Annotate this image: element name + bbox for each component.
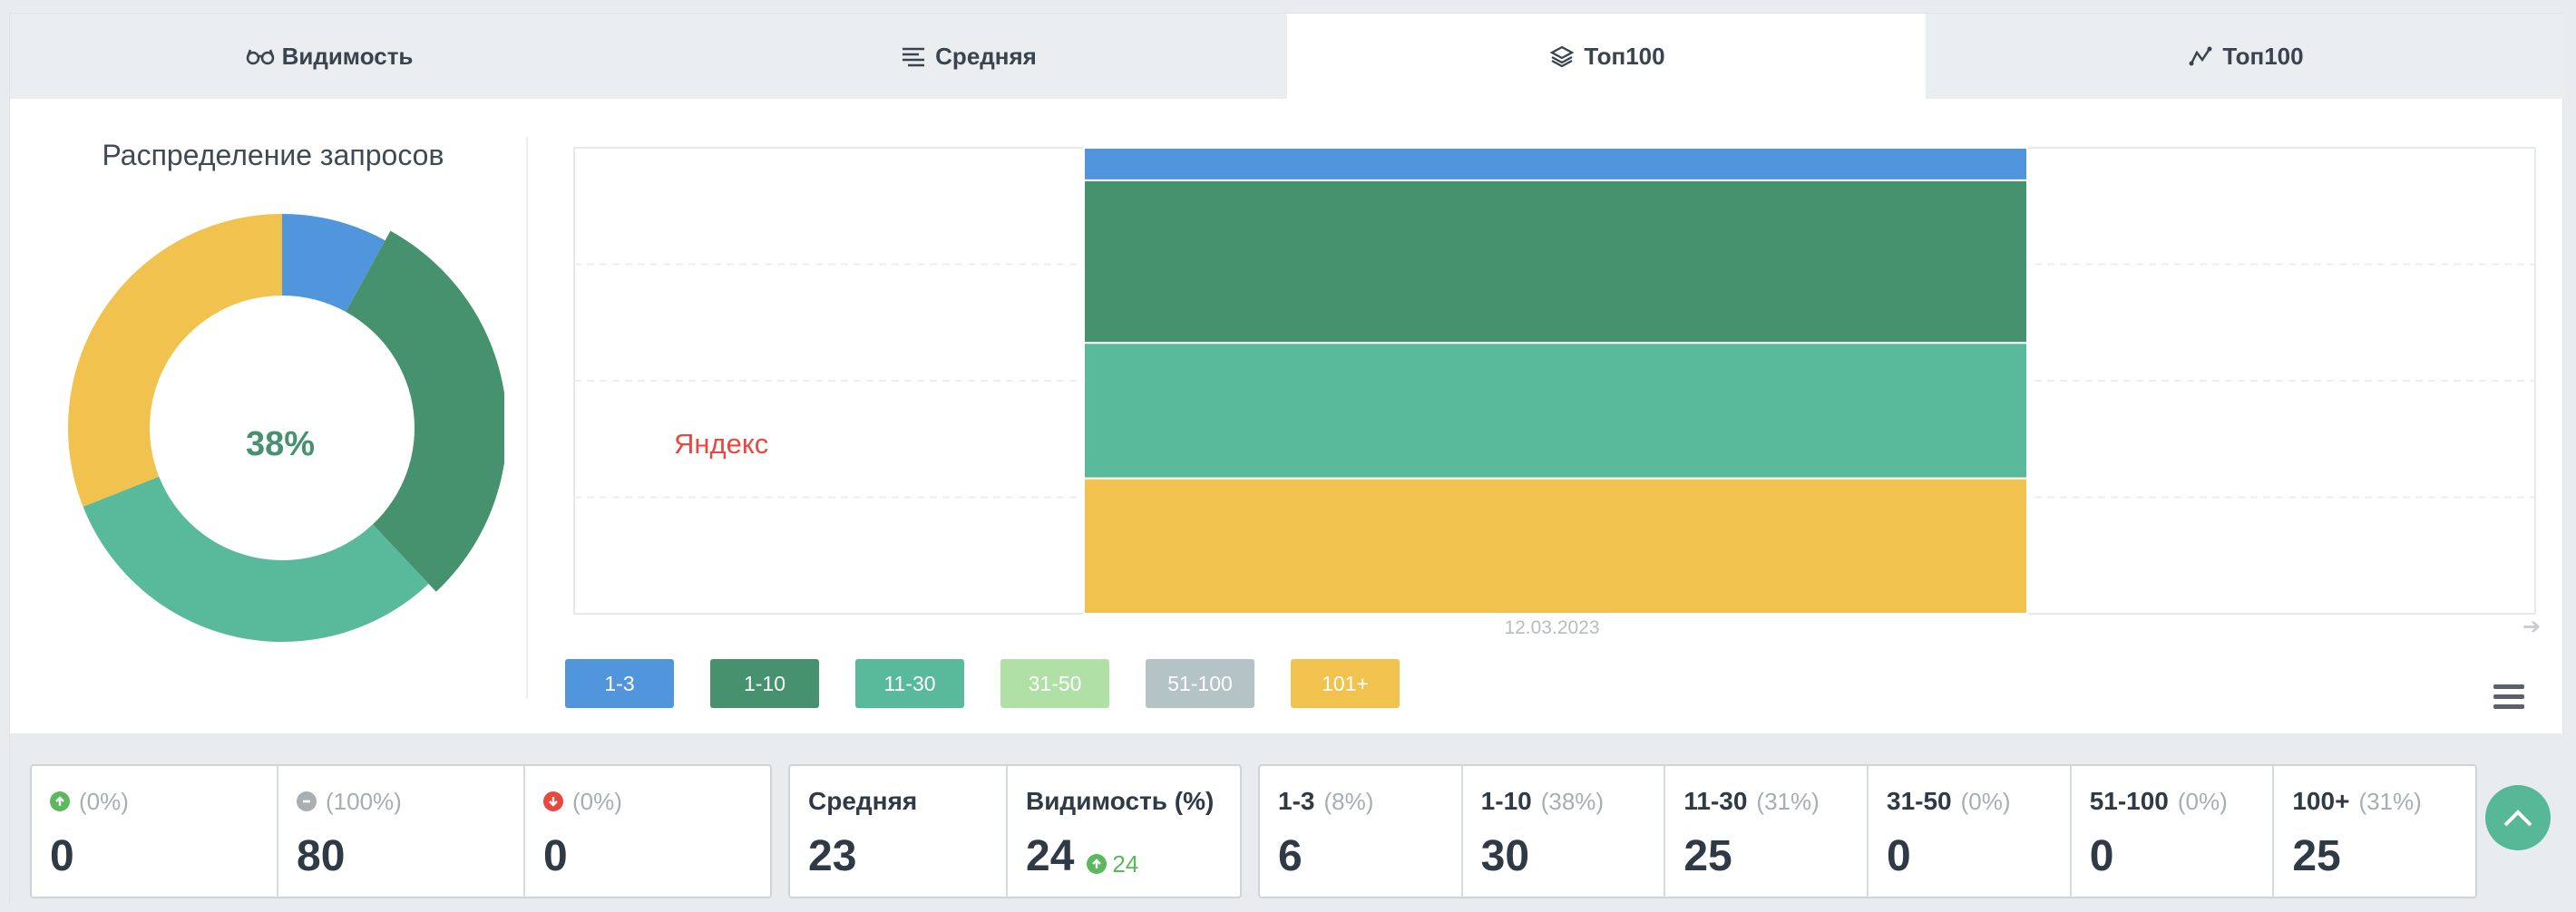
stats-bar: (0%) 0 (100%) 80 (0%) [10, 733, 2564, 906]
lines-icon [899, 44, 928, 69]
tab-label: Топ100 [1584, 42, 1665, 70]
donut-slice-11-30[interactable] [83, 476, 429, 642]
stat-unchanged: (100%) 80 [278, 766, 525, 897]
stat-visibility: Видимость (%) 24 24 [1026, 787, 1215, 880]
tab-average[interactable]: Средняя [649, 14, 1287, 99]
panel-divider [526, 137, 528, 699]
tab-label: Топ100 [2222, 42, 2304, 70]
tab-visibility[interactable]: Видимость [10, 14, 649, 99]
arrow-up-circle-icon [50, 791, 70, 811]
line-chart-icon [2186, 44, 2215, 69]
donut-title: Распределение запросов [102, 139, 444, 171]
stat-range-1-3: 1-3 (8%) 6 [1260, 766, 1463, 897]
legend-item-101-plus[interactable]: 101+ [1291, 659, 1400, 708]
chevron-up-icon [2503, 810, 2532, 827]
chart-annotation: Яндекс [674, 428, 768, 460]
stat-improved: (0%) 0 [32, 766, 278, 897]
widget-frame: Видимость Средняя Топ100 Топ100 Распреде… [9, 13, 2564, 906]
legend-item-1-10[interactable]: 1-10 [710, 659, 819, 708]
bar-segment-1-10[interactable] [1083, 179, 2028, 344]
tab-label: Средняя [935, 42, 1037, 70]
donut-chart [68, 214, 504, 642]
changes-card: (0%) 0 (100%) 80 (0%) [30, 764, 772, 898]
tab-label: Видимость [281, 42, 414, 70]
arrow-right-icon[interactable]: ➔ [2522, 615, 2542, 639]
legend-item-11-30[interactable]: 11-30 [855, 659, 964, 708]
legend-item-1-3[interactable]: 1-3 [565, 659, 674, 708]
average-visibility-card: Средняя 23 Видимость (%) 24 24 [788, 764, 1242, 898]
glasses-icon [246, 44, 275, 69]
scroll-top-button[interactable] [2485, 785, 2551, 850]
legend-item-31-50[interactable]: 31-50 [1000, 659, 1109, 708]
ranges-card: 1-3 (8%) 6 1-10 (38%) 30 11-30 (31%) 25 31-… [1258, 764, 2477, 898]
stat-range-31-50: 31-50 (0%) 0 [1869, 766, 2072, 897]
stacked-bar-chart: Яндекс [573, 147, 2536, 615]
bar-segment-11-30[interactable] [1083, 342, 2028, 480]
donut-slice-1-10[interactable] [346, 230, 504, 592]
donut-slice-1-3[interactable] [282, 214, 385, 313]
legend-item-51-100[interactable]: 51-100 [1146, 659, 1254, 708]
arrow-down-circle-icon [543, 791, 563, 811]
stat-average: Средняя 23 [790, 766, 1008, 897]
stat-declined: (0%) 0 [543, 787, 622, 880]
arrow-up-circle-icon [1087, 854, 1107, 874]
visibility-delta: 24 [1087, 850, 1138, 878]
bar-segment-101-plus[interactable] [1083, 477, 2028, 615]
tab-bar: Видимость Средняя Топ100 Топ100 [10, 14, 2564, 99]
stat-range-51-100: 51-100 (0%) 0 [2072, 766, 2275, 897]
x-axis-tick-label: 12.03.2023 [1504, 617, 1600, 638]
donut-center-label: 38% [245, 425, 316, 463]
donut-slice-101-plus[interactable] [68, 214, 283, 507]
tab-top100-distribution[interactable]: Топ100 [1287, 14, 1926, 99]
chart-legend: 1-3 1-10 11-30 31-50 51-100 101+ [565, 659, 1436, 708]
stat-range-11-30: 11-30 (31%) 25 [1665, 766, 1869, 897]
layers-icon [1547, 44, 1576, 69]
bar-segment-1-3[interactable] [1083, 147, 2028, 181]
stat-range-100-plus: 100+ (31%) 25 [2292, 787, 2422, 880]
tab-top100-trend[interactable]: Топ100 [1926, 14, 2564, 99]
minus-circle-icon [297, 791, 317, 811]
stat-range-1-10: 1-10 (38%) 30 [1463, 766, 1666, 897]
donut-panel: Распределение запросов 38% [10, 99, 527, 733]
hamburger-menu-icon[interactable] [2493, 684, 2524, 712]
